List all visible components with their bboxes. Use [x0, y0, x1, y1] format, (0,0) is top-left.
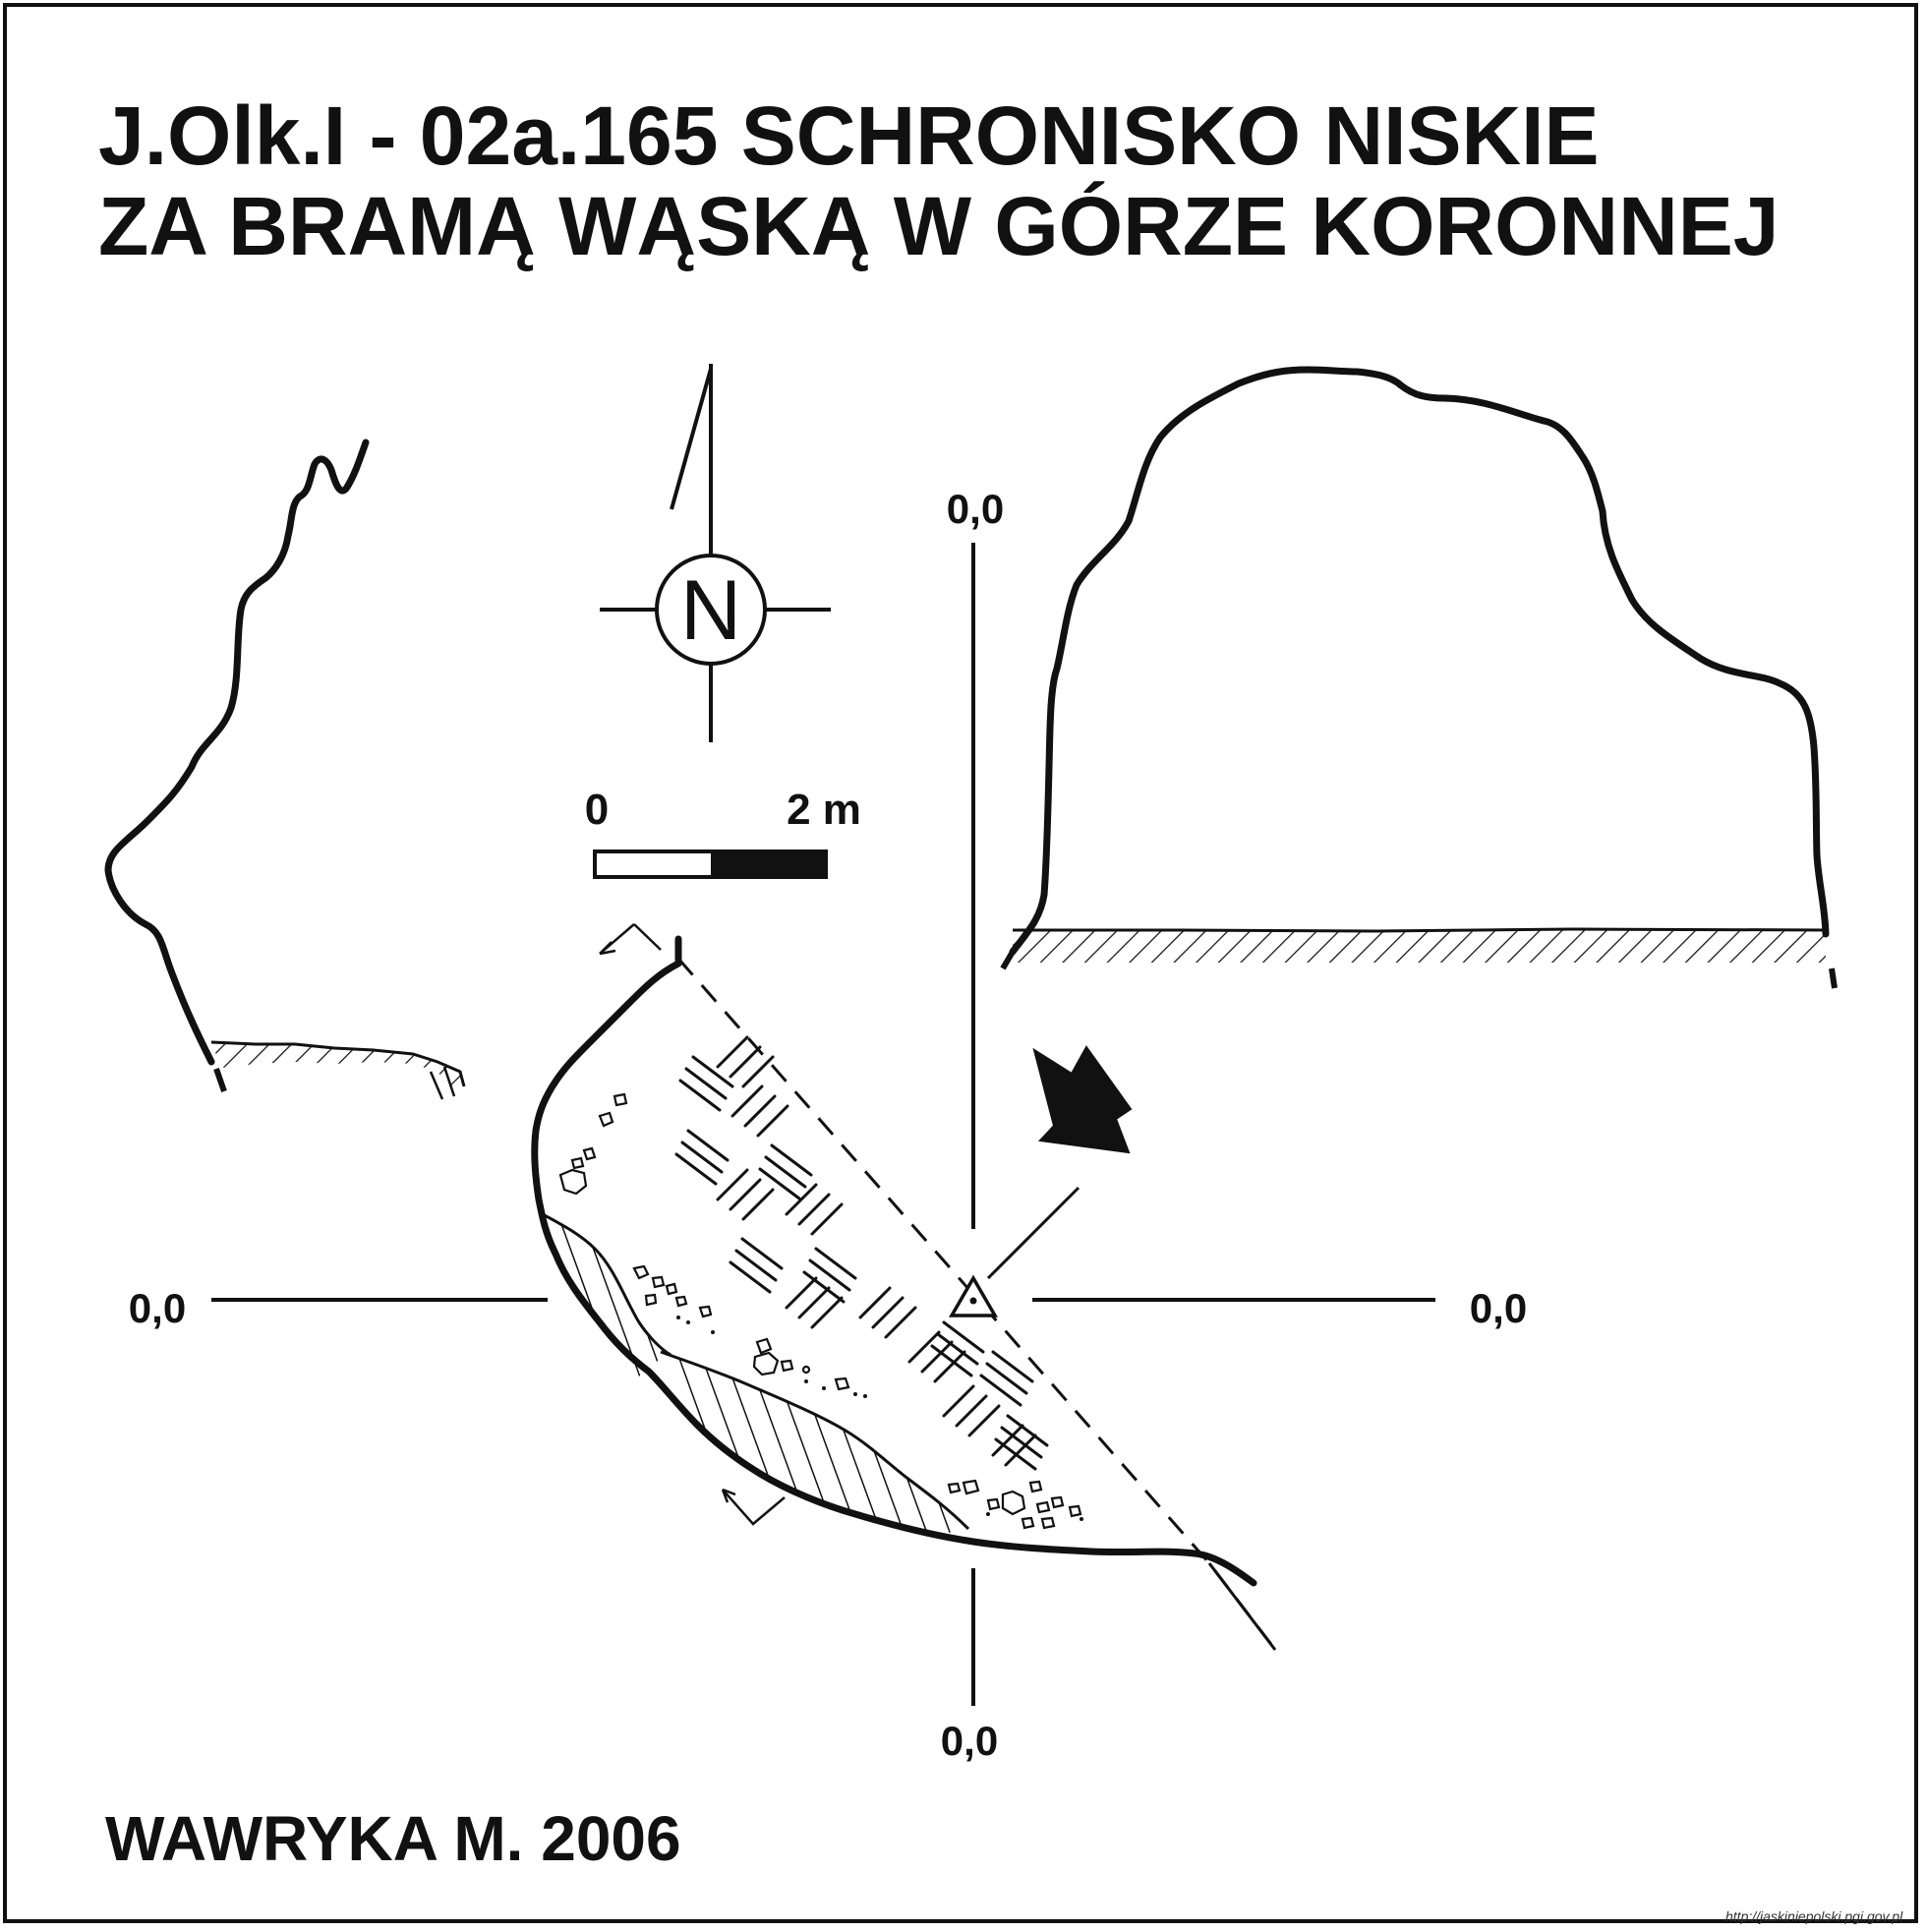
datum-label-top: 0,0 [947, 486, 1004, 532]
datum-label-bottom: 0,0 [941, 1718, 998, 1764]
plan-wall [531, 935, 1257, 1587]
source-url: http://jaskiniepolski.pgi.gov.pl [1725, 1908, 1903, 1924]
boulders [558, 1092, 1082, 1530]
right-cross-section [1000, 366, 1838, 989]
section-cut-line-top [633, 923, 662, 951]
right-section-outline [1009, 366, 1830, 956]
left-section-floor-stroke [442, 1066, 456, 1097]
title-line-1: J.Olk.I - 02a.165 SCHRONISKO NISKIE [98, 89, 1600, 182]
left-section-floor-stroke [429, 1071, 444, 1100]
scale-bar-black-segment [711, 849, 828, 879]
section-cut-arrow-top [599, 923, 635, 956]
north-arrow-barb [670, 368, 713, 510]
section-cut-arrow-bottom [721, 1488, 786, 1526]
right-section-left-tick [1000, 950, 1016, 970]
ledge-line-upper [542, 1212, 672, 1357]
left-section-floor-line [210, 1040, 466, 1087]
title-line-2: ZA BRAMĄ WĄSKĄ W GÓRZE KORONNEJ [98, 180, 1780, 272]
dripline-end [1207, 1562, 1277, 1651]
left-cross-section [104, 439, 466, 1100]
drawing-frame [3, 3, 1918, 1923]
floor-sediment-pattern [674, 1035, 1049, 1471]
datum-label-left: 0,0 [129, 1285, 186, 1331]
left-section-outline [104, 439, 370, 1066]
scale-start-label: 0 [585, 786, 609, 834]
author-credit: WAWRYKA M. 2006 [105, 1803, 681, 1874]
datum-axes [211, 543, 1435, 1706]
right-section-floor-hatch [1013, 930, 1826, 963]
scale-bar-white-segment [593, 849, 715, 879]
survey-station-triangle [948, 1274, 999, 1317]
entrance-diagonal [986, 1186, 1080, 1280]
right-section-tick [1829, 967, 1838, 989]
left-section-tick [213, 1068, 227, 1092]
survey-station-dot [969, 1297, 977, 1305]
scale-end-label: 2 m [787, 786, 861, 834]
datum-label-right: 0,0 [1470, 1285, 1527, 1331]
entrance-arrow-icon [1032, 1045, 1133, 1154]
right-section-floor-line [1013, 927, 1830, 933]
compass-circle [655, 554, 767, 666]
ledge-line-lower [660, 1350, 970, 1531]
compass-letter: N [680, 563, 741, 658]
north-arrow [600, 364, 831, 742]
ledge-hatch-upper [543, 1214, 669, 1376]
scale-bar [593, 849, 828, 879]
ledge-hatch-lower [661, 1352, 968, 1536]
gravel-dots [676, 1316, 1083, 1521]
cave-plan [531, 923, 1277, 1651]
